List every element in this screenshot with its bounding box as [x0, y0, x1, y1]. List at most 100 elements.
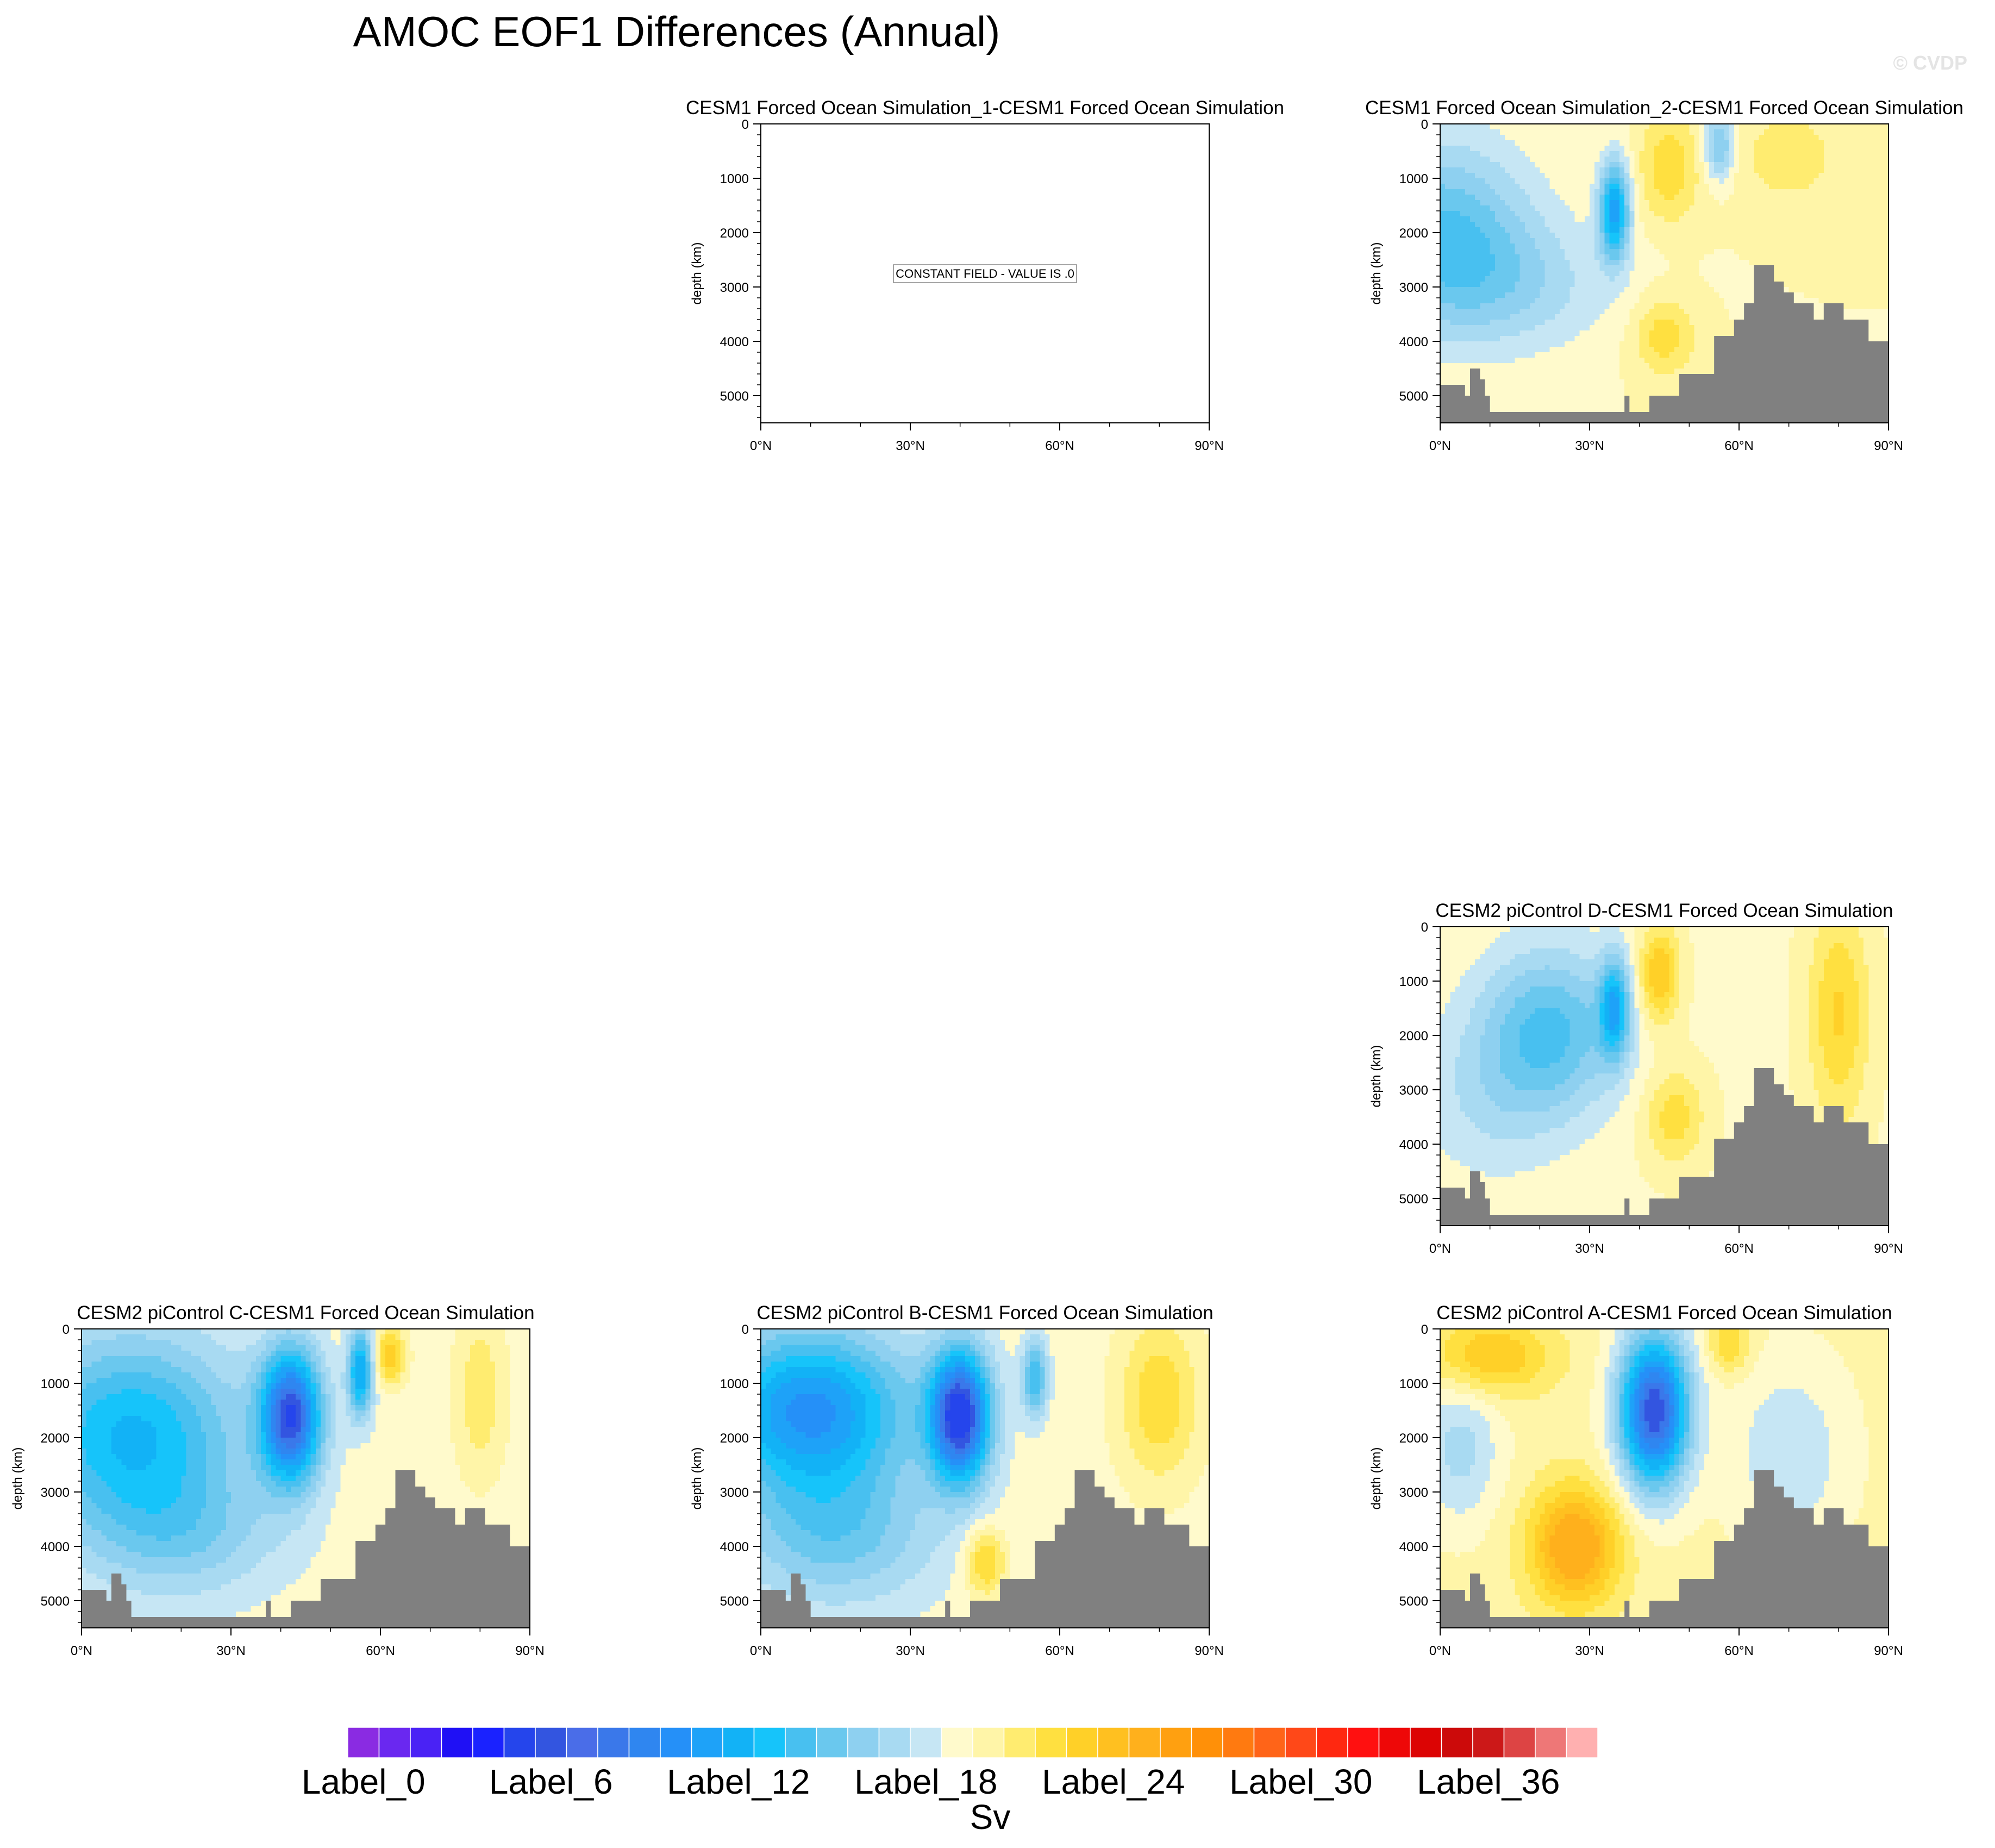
contour-cell: [1779, 254, 1785, 260]
contour-cell: [1853, 157, 1859, 163]
contour-cell: [1440, 195, 1446, 201]
contour-cell: [1739, 135, 1744, 141]
contour-cell: [1634, 276, 1640, 282]
contour-cell: [1809, 178, 1815, 184]
contour-cell: [1594, 390, 1600, 396]
contour-cell: [1639, 325, 1645, 331]
contour-cell: [1754, 157, 1760, 163]
contour-cell: [1500, 200, 1505, 206]
contour-cell: [1878, 157, 1884, 163]
contour-cell: [1544, 407, 1550, 413]
contour-cell: [1565, 233, 1571, 239]
contour-cell: [1554, 178, 1560, 184]
contour-cell: [1569, 227, 1575, 233]
contour-cell: [1878, 227, 1884, 233]
contour-cell: [1684, 189, 1690, 195]
contour-cell: [1505, 151, 1511, 157]
contour-cell: [1674, 173, 1680, 179]
contour-cell: [1494, 135, 1500, 141]
contour-cell: [1624, 146, 1630, 152]
contour-cell: [1590, 157, 1595, 163]
contour-cell: [1445, 189, 1451, 195]
contour-cell: [1729, 325, 1735, 331]
contour-cell: [1659, 178, 1665, 184]
contour-cell: [1609, 282, 1615, 288]
contour-cell: [1554, 379, 1560, 385]
contour-cell: [1510, 140, 1516, 146]
contour-cell: [1813, 162, 1819, 168]
contour-cell: [1624, 352, 1630, 358]
contour-cell: [1734, 227, 1740, 233]
contour-cell: [1485, 330, 1491, 336]
contour-cell: [1485, 216, 1491, 222]
contour-cell: [1524, 227, 1530, 233]
contour-cell: [1629, 184, 1635, 190]
contour-cell: [1853, 260, 1859, 266]
contour-cell: [1519, 276, 1525, 282]
contour-cell: [1619, 222, 1625, 228]
contour-cell: [1649, 233, 1655, 239]
contour-cell: [1554, 369, 1560, 374]
contour-cell: [1524, 276, 1530, 282]
contour-cell: [1619, 292, 1625, 298]
contour-cell: [1649, 325, 1655, 331]
contour-cell: [1590, 173, 1595, 179]
contour-cell: [1823, 184, 1829, 190]
contour-cell: [1769, 140, 1774, 146]
contour-cell: [1704, 233, 1710, 239]
contour-cell: [1709, 314, 1715, 320]
contour-cell: [1475, 233, 1481, 239]
contour-cell: [1505, 265, 1511, 271]
contour-cell: [1540, 385, 1546, 391]
contour-cell: [1569, 282, 1575, 288]
contour-cell: [1669, 173, 1675, 179]
contour-cell: [1460, 222, 1466, 228]
contour-cell: [1465, 385, 1471, 391]
contour-cell: [1584, 140, 1590, 146]
contour-cell: [1494, 369, 1500, 374]
contour-cell: [1639, 358, 1645, 364]
contour-cell: [1848, 227, 1854, 233]
contour-cell: [1674, 260, 1680, 266]
contour-cell: [1763, 167, 1769, 173]
contour-cell: [1470, 195, 1475, 201]
contour-cell: [1599, 238, 1605, 244]
contour-cell: [1549, 129, 1555, 135]
contour-cell: [1524, 390, 1530, 396]
contour-cell: [1619, 140, 1625, 146]
contour-cell: [1445, 216, 1451, 222]
contour-cell: [1868, 151, 1874, 157]
contour-cell: [1769, 162, 1774, 168]
contour-cell: [1609, 325, 1615, 331]
contour-cell: [1599, 407, 1605, 413]
contour-cell: [1629, 325, 1635, 331]
contour-cell: [1494, 260, 1500, 266]
contour-cell: [1734, 195, 1740, 201]
contour-cell: [1519, 385, 1525, 391]
contour-cell: [1569, 379, 1575, 385]
contour-cell: [1460, 249, 1466, 255]
contour-cell: [1540, 276, 1546, 282]
contour-cell: [1689, 341, 1695, 347]
contour-cell: [1604, 227, 1610, 233]
contour-cell: [1485, 314, 1491, 320]
contour-cell: [1744, 167, 1750, 173]
contour-cell: [1659, 265, 1665, 271]
contour-cell: [1480, 254, 1486, 260]
contour-cell: [1734, 265, 1740, 271]
contour-cell: [1540, 292, 1546, 298]
contour-cell: [1629, 265, 1635, 271]
contour-cell: [1644, 189, 1650, 195]
contour-cell: [1535, 200, 1541, 206]
contour-cell: [1594, 227, 1600, 233]
contour-cell: [1614, 407, 1620, 413]
contour-cell: [1629, 330, 1635, 336]
contour-cell: [1530, 140, 1535, 146]
contour-cell: [1510, 325, 1516, 331]
contour-cell: [1739, 129, 1744, 135]
contour-cell: [1664, 385, 1670, 391]
contour-cell: [1440, 320, 1446, 326]
contour-cell: [1634, 124, 1640, 130]
contour-cell: [1694, 211, 1700, 217]
contour-cell: [1510, 276, 1516, 282]
